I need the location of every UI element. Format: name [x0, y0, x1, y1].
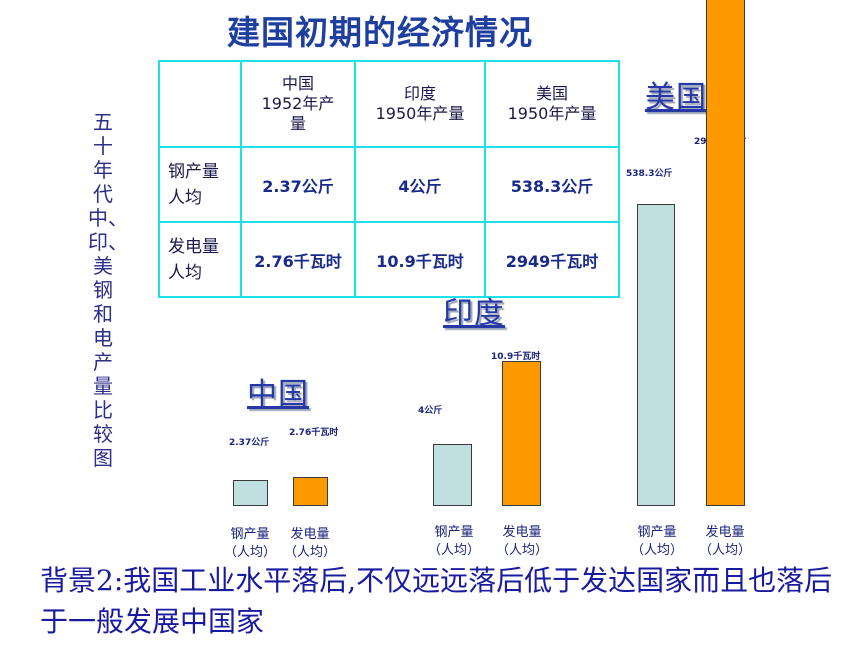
cell-power-usa: 2949千瓦时 — [484, 221, 620, 298]
bar-china-steel — [233, 480, 268, 506]
cell-steel-usa: 538.3公斤 — [484, 146, 620, 224]
chart-title-usa: 美国 — [645, 80, 707, 115]
header-india: 印度 1950年产量 — [354, 59, 486, 149]
row-label-power: 发电量 人均 — [158, 221, 242, 298]
axis-label-india-steel: 钢产量 （人均） — [427, 525, 480, 558]
bar-usa-power — [706, 0, 745, 506]
table-row-power: 发电量 人均 2.76千瓦时 10.9千瓦时 2949千瓦时 — [158, 221, 620, 298]
cell-power-india: 10.9千瓦时 — [354, 221, 486, 298]
bar-india-power — [502, 361, 541, 506]
cell-steel-china: 2.37公斤 — [240, 146, 356, 224]
value-label-usa-steel: 538.3公斤 — [626, 169, 673, 179]
cell-power-china: 2.76千瓦时 — [240, 221, 356, 298]
chart-title-india: 印度 — [443, 296, 505, 331]
header-usa: 美国 1950年产量 — [484, 59, 620, 149]
table-corner-cell — [158, 59, 242, 149]
value-label-china-power: 2.76千瓦时 — [289, 428, 339, 438]
axis-label-usa-power: 发电量 （人均） — [698, 525, 751, 558]
value-label-china-steel: 2.37公斤 — [229, 438, 270, 448]
table-row-steel: 钢产量 人均 2.37公斤 4公斤 538.3公斤 — [158, 146, 620, 224]
background-note: 背景2:我国工业水平落后,不仅远远落后低于发达国家而且也落后于一般发展中国家 — [40, 564, 833, 638]
chart-title-china: 中国 — [247, 377, 309, 412]
vertical-chart-title: 五十年代中、印、美钢和电产量比较图 — [88, 110, 128, 470]
economy-table: 中国 1952年产 量 印度 1950年产量 美国 1950年产量 钢产量 人均… — [158, 59, 620, 298]
axis-label-usa-steel: 钢产量 （人均） — [630, 525, 683, 558]
bar-india-steel — [433, 444, 472, 506]
cell-steel-india: 4公斤 — [354, 146, 486, 224]
value-label-india-steel: 4公斤 — [418, 406, 443, 416]
row-label-steel: 钢产量 人均 — [158, 146, 242, 224]
axis-label-china-power: 发电量 （人均） — [283, 527, 336, 560]
value-label-india-power: 10.9千瓦时 — [491, 352, 541, 362]
table-header-row: 中国 1952年产 量 印度 1950年产量 美国 1950年产量 — [158, 59, 620, 149]
axis-label-china-steel: 钢产量 （人均） — [223, 527, 276, 560]
header-china: 中国 1952年产 量 — [240, 59, 356, 149]
bar-china-power — [293, 477, 328, 506]
slide-title: 建国初期的经济情况 — [227, 13, 533, 52]
axis-label-india-power: 发电量 （人均） — [495, 525, 548, 558]
bar-usa-steel — [637, 204, 675, 506]
